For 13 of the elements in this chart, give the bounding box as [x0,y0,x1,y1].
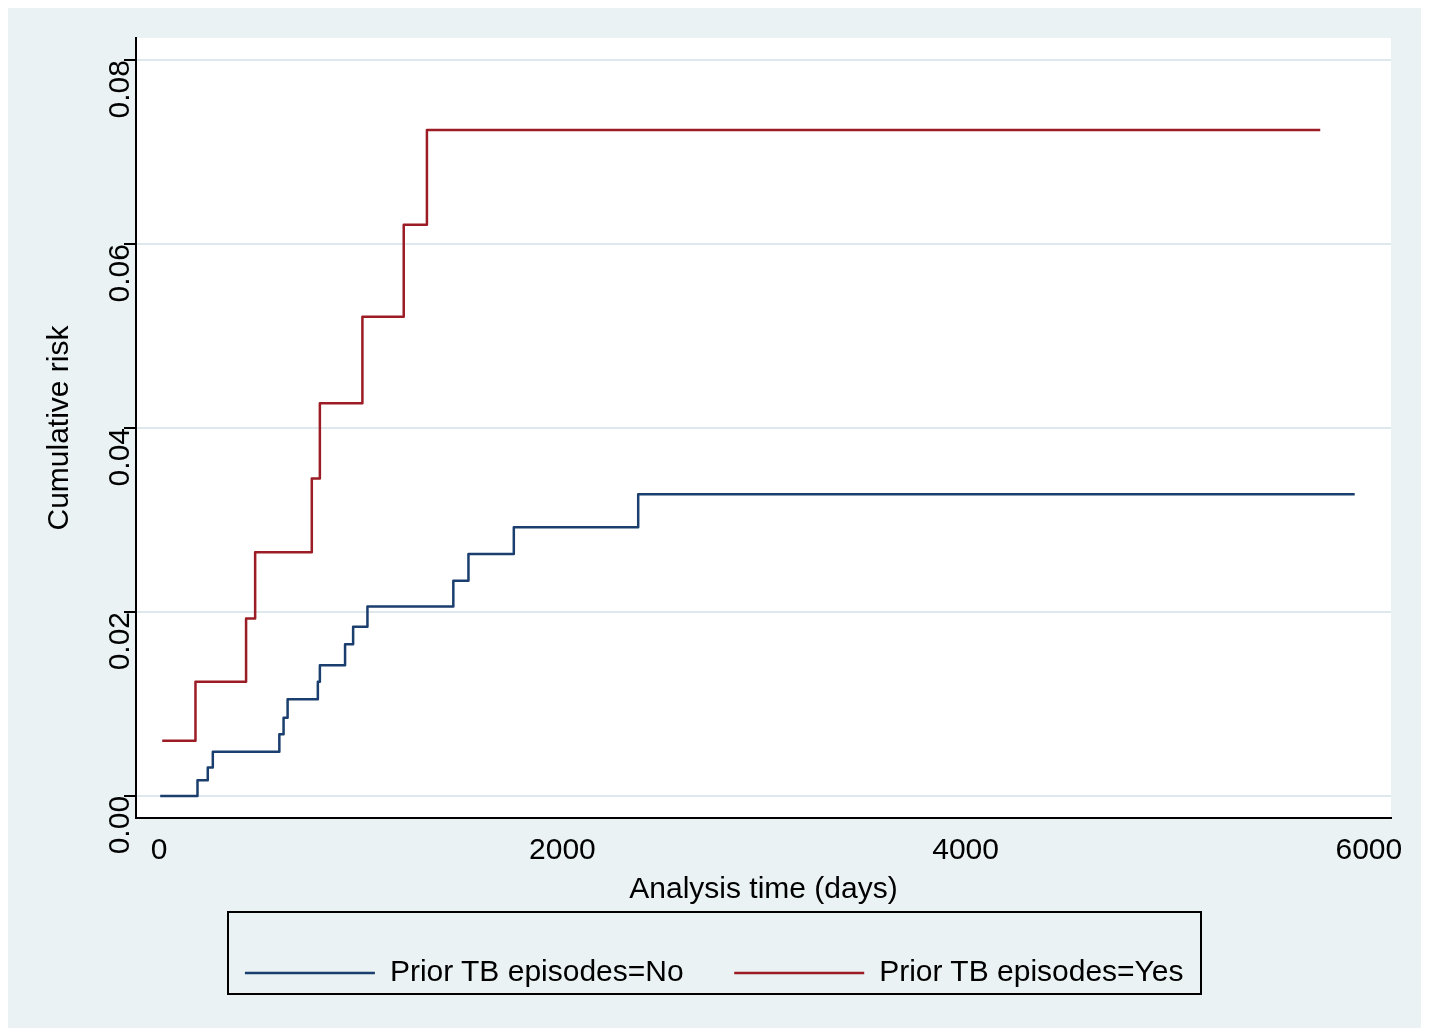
legend-label: Prior TB episodes=No [389,954,684,988]
y-tick-label: 0.04 [102,428,136,487]
x-axis-title: Analysis time (days) [629,871,898,905]
y-tick-label: 0.06 [102,244,136,303]
x-tick-label: 2000 [529,832,596,866]
x-tick-label: 4000 [932,832,999,866]
legend-label: Prior TB episodes=Yes [879,954,1184,988]
y-tick-label: 0.00 [102,795,136,855]
y-tick-label: 0.02 [102,611,136,671]
x-tick-label: 6000 [1335,832,1403,866]
y-tick-label: 0.08 [102,60,136,119]
y-axis-title: Cumulative risk [41,324,75,531]
x-tick-label: 0 [150,832,168,866]
